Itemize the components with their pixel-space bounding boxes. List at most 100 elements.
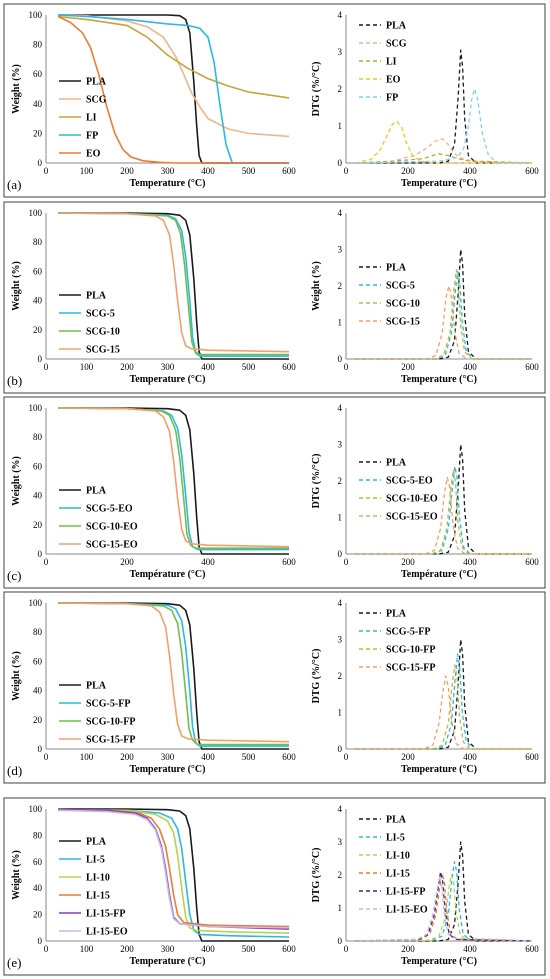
y-tick-label: 40 xyxy=(33,491,43,501)
x-tick-label: 0 xyxy=(44,166,49,176)
y-tick-label: 4 xyxy=(338,208,343,218)
x-tick-label: 400 xyxy=(201,166,215,176)
series-line-scg xyxy=(355,138,533,164)
x-axis-title: Temperature (°C) xyxy=(401,956,477,967)
y-tick-label: 2 xyxy=(338,671,343,681)
y-axis-title: DTG (%/°C) xyxy=(311,454,322,509)
series-line-eo xyxy=(57,15,289,164)
x-axis-title: Temperature (°C) xyxy=(130,178,206,189)
x-tick-label: 500 xyxy=(242,944,256,954)
series-line-li-15 xyxy=(355,872,533,942)
legend-label: LI-15 xyxy=(386,869,410,880)
y-axis-title: DTG (%/°C) xyxy=(311,649,322,704)
x-tick-label: 100 xyxy=(80,944,94,954)
y-axis-title: DTG (%/°C) xyxy=(311,62,322,117)
legend-label: FP xyxy=(86,131,98,142)
y-axis-title: Weight (%) xyxy=(11,64,22,114)
y-tick-label: 80 xyxy=(33,627,43,637)
chart-6: 0 100 200 300 400 500 600 0 20 40 60 80 100 Temperatu… xyxy=(11,598,296,775)
series-line-scg-15-eo xyxy=(355,476,532,555)
legend-label: LI-15-EO xyxy=(386,905,428,916)
x-axis-title: Temperature (°C) xyxy=(401,764,477,775)
panel-frame xyxy=(3,3,546,198)
legend-label: LI-15-FP xyxy=(86,909,125,920)
legend-label: SCG-15-FP xyxy=(386,663,435,674)
y-tick-label: 100 xyxy=(29,804,43,814)
legend-label: PLA xyxy=(86,681,107,692)
x-tick-label: 300 xyxy=(161,166,175,176)
x-tick-label: 200 xyxy=(120,362,134,372)
series-line-li xyxy=(58,15,290,99)
y-tick-label: 20 xyxy=(33,910,43,920)
x-tick-label: 300 xyxy=(161,944,175,954)
series-line-scg-15 xyxy=(355,285,532,360)
y-tick-label: 1 xyxy=(338,318,343,328)
y-tick-label: 1 xyxy=(338,513,343,523)
series-line-scg-10 xyxy=(355,268,532,360)
x-tick-label: 200 xyxy=(401,944,415,954)
x-tick-label: 300 xyxy=(161,752,175,762)
series-line-pla xyxy=(355,638,532,750)
y-tick-label: 60 xyxy=(33,69,43,79)
x-tick-label: 0 xyxy=(44,557,49,567)
legend-label: SCG-15-FP xyxy=(86,735,135,746)
x-tick-label: 0 xyxy=(344,557,349,567)
x-tick-label: 400 xyxy=(463,166,477,176)
legend-label: SCG-10 xyxy=(386,299,420,310)
x-tick-label: 600 xyxy=(525,362,539,372)
chart-8: 0 100 200 300 400 500 600 0 20 40 60 80 100 Temperatu… xyxy=(11,804,296,967)
series-line-pla xyxy=(355,248,532,360)
series-line-scg-15 xyxy=(58,212,290,353)
y-tick-label: 0 xyxy=(38,744,43,754)
series-line-li xyxy=(355,153,533,164)
series-line-pla xyxy=(58,808,289,942)
legend-label: LI-15-FP xyxy=(386,887,425,898)
legend-label: LI-5 xyxy=(386,833,405,844)
x-tick-label: 200 xyxy=(120,557,134,567)
y-tick-label: 100 xyxy=(29,208,43,218)
x-tick-label: 0 xyxy=(344,166,349,176)
y-axis-title: DTG (%/°C) xyxy=(311,848,322,903)
x-axis-title: Température (°C) xyxy=(401,569,477,580)
y-tick-label: 4 xyxy=(338,10,343,20)
legend-label: SCG xyxy=(86,95,107,106)
y-tick-label: 0 xyxy=(38,354,43,364)
x-tick-label: 400 xyxy=(201,944,215,954)
y-tick-label: 20 xyxy=(33,325,43,335)
x-tick-label: 600 xyxy=(525,752,539,762)
panel-label: (e) xyxy=(7,955,21,970)
series-line-li-15-eo xyxy=(58,809,290,929)
chart-4: 0 200 400 600 0 20 40 60 80 100 Température (°C) We… xyxy=(11,403,296,580)
y-tick-label: 40 xyxy=(33,296,43,306)
legend-label: PLA xyxy=(386,21,407,32)
x-tick-label: 500 xyxy=(242,362,256,372)
legend-label: SCG-5-EO xyxy=(386,476,433,487)
legend-label: SCG-15-EO xyxy=(386,512,438,523)
legend-label: PLA xyxy=(86,291,107,302)
legend-label: SCG-5 xyxy=(86,309,115,320)
legend-label: SCG-10 xyxy=(86,327,120,338)
y-tick-label: 2 xyxy=(338,870,343,880)
y-tick-label: 4 xyxy=(338,598,343,608)
panel-a: (a)0 100 200 300 400 500 600020406080100Temper… xyxy=(3,3,546,198)
series-line-li-10 xyxy=(58,808,290,934)
y-axis-title: Weight (%) xyxy=(11,456,22,506)
y-tick-label: 4 xyxy=(338,804,343,814)
y-tick-label: 3 xyxy=(338,245,343,255)
y-tick-label: 40 xyxy=(33,883,43,893)
x-tick-label: 400 xyxy=(201,557,215,567)
legend-label: PLA xyxy=(86,486,107,497)
chart-2: 0 100 200 300 400 500 600 0 20 40 60 80 100 Temperatu… xyxy=(11,208,296,385)
y-tick-label: 1 xyxy=(338,708,343,718)
legend-label: SCG xyxy=(386,39,407,50)
x-axis-title: Temperature (°C) xyxy=(130,764,206,775)
x-tick-label: 500 xyxy=(242,166,256,176)
series-line-eo xyxy=(355,120,532,164)
y-tick-label: 0 xyxy=(38,549,43,559)
x-tick-label: 400 xyxy=(463,752,477,762)
x-tick-label: 400 xyxy=(201,752,215,762)
y-tick-label: 0 xyxy=(338,936,343,946)
x-tick-label: 0 xyxy=(344,944,349,954)
series-line-pla xyxy=(58,14,289,164)
y-tick-label: 0 xyxy=(338,158,343,168)
